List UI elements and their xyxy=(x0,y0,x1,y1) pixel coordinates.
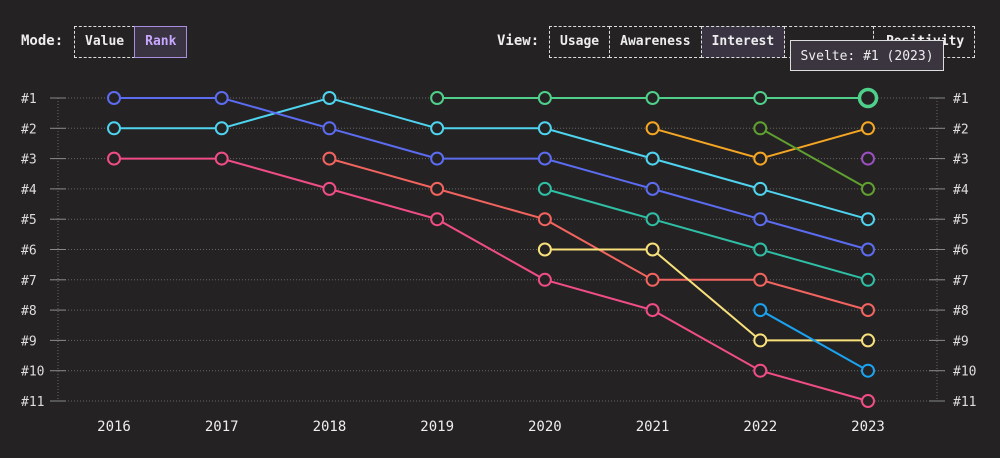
y-tick-label-left: #3 xyxy=(21,153,37,168)
data-point[interactable] xyxy=(645,151,660,166)
data-point[interactable] xyxy=(645,91,660,105)
data-point[interactable] xyxy=(214,121,229,136)
data-point[interactable] xyxy=(753,242,768,257)
y-tick-label-right: #9 xyxy=(953,334,969,349)
y-tick-label-right: #3 xyxy=(953,153,969,168)
data-point[interactable] xyxy=(430,212,445,227)
mode-rank-button[interactable]: Rank xyxy=(134,26,188,58)
series-line-1 xyxy=(114,96,869,221)
data-point[interactable] xyxy=(753,212,768,227)
x-tick-label: 2016 xyxy=(97,419,131,435)
data-point[interactable] xyxy=(753,272,768,287)
y-tick-label-right: #2 xyxy=(953,122,969,137)
data-point[interactable] xyxy=(753,303,768,318)
series-line-5 xyxy=(544,187,869,281)
y-tick-label-left: #10 xyxy=(21,365,44,380)
data-point[interactable] xyxy=(430,91,445,105)
data-point[interactable] xyxy=(214,91,229,105)
mode-toggle: Value Rank xyxy=(74,26,188,58)
data-point[interactable] xyxy=(861,303,875,318)
x-tick-label: 2017 xyxy=(205,419,239,435)
x-tick-label: 2018 xyxy=(313,419,347,435)
data-point[interactable] xyxy=(537,181,552,196)
data-point[interactable] xyxy=(322,151,337,166)
view-toggle: Usage Awareness Interest Positivity xyxy=(549,26,976,58)
data-point[interactable] xyxy=(107,121,121,136)
y-tick-label-left: #7 xyxy=(21,274,37,289)
x-tick-label: 2023 xyxy=(851,419,885,435)
data-point[interactable] xyxy=(861,333,875,348)
data-point[interactable] xyxy=(861,363,875,378)
series-line-6 xyxy=(544,248,868,342)
data-point[interactable] xyxy=(537,212,552,227)
data-point[interactable] xyxy=(753,121,768,136)
y-tick-label-right: #5 xyxy=(953,213,969,228)
y-tick-label-left: #11 xyxy=(21,395,44,410)
data-point[interactable] xyxy=(753,333,768,348)
data-point[interactable] xyxy=(322,91,337,105)
y-tick-label-left: #2 xyxy=(21,122,37,137)
y-tick-label-right: #6 xyxy=(953,244,969,259)
view-label: View: xyxy=(497,33,540,49)
data-point[interactable] xyxy=(861,272,875,287)
data-point[interactable] xyxy=(645,181,660,196)
series-line-3 xyxy=(114,157,869,402)
data-point[interactable] xyxy=(214,151,229,166)
mode-label: Mode: xyxy=(21,33,64,49)
data-point[interactable] xyxy=(861,181,875,196)
data-point[interactable] xyxy=(430,181,445,196)
tooltip: Svelte: #1 (2023) xyxy=(790,40,944,71)
y-tick-label-left: #1 xyxy=(21,92,37,107)
data-point[interactable] xyxy=(537,272,552,287)
data-point[interactable] xyxy=(430,151,445,166)
series-line-2 xyxy=(114,97,869,251)
series-line-8 xyxy=(759,127,869,190)
data-point[interactable] xyxy=(322,121,337,136)
data-point[interactable] xyxy=(857,87,879,109)
data-point[interactable] xyxy=(107,91,121,105)
data-point[interactable] xyxy=(861,151,875,166)
data-point[interactable] xyxy=(753,181,768,196)
y-tick-label-right: #11 xyxy=(953,395,976,410)
data-point[interactable] xyxy=(753,91,768,105)
x-tick-label: 2021 xyxy=(636,419,670,435)
data-point[interactable] xyxy=(861,242,875,257)
data-point[interactable] xyxy=(861,212,875,227)
y-tick-label-left: #5 xyxy=(21,213,37,228)
data-point[interactable] xyxy=(107,151,121,166)
data-point[interactable] xyxy=(753,363,768,378)
data-point[interactable] xyxy=(537,91,552,105)
y-tick-label-right: #4 xyxy=(953,183,969,198)
data-point[interactable] xyxy=(753,151,768,166)
data-point[interactable] xyxy=(645,272,660,287)
data-point[interactable] xyxy=(430,121,445,136)
series-line-4 xyxy=(329,157,869,312)
y-tick-label-right: #8 xyxy=(953,304,969,319)
y-tick-label-left: #9 xyxy=(21,334,37,349)
data-point[interactable] xyxy=(645,242,660,257)
data-point[interactable] xyxy=(537,242,552,257)
y-tick-label-right: #7 xyxy=(953,274,969,289)
data-point[interactable] xyxy=(861,394,875,408)
y-tick-label-right: #1 xyxy=(953,92,969,107)
data-point[interactable] xyxy=(861,121,875,136)
data-point[interactable] xyxy=(322,181,337,196)
x-tick-label: 2022 xyxy=(743,419,777,435)
data-point[interactable] xyxy=(645,121,660,136)
data-point[interactable] xyxy=(537,121,552,136)
y-tick-label-left: #4 xyxy=(21,183,37,198)
y-tick-label-left: #8 xyxy=(21,304,37,319)
y-tick-label-left: #6 xyxy=(21,244,37,259)
x-tick-label: 2019 xyxy=(420,419,454,435)
data-point[interactable] xyxy=(537,151,552,166)
series-line-9 xyxy=(759,309,869,372)
y-tick-label-right: #10 xyxy=(953,365,976,380)
x-tick-label: 2020 xyxy=(528,419,562,435)
data-point[interactable] xyxy=(645,212,660,227)
data-point[interactable] xyxy=(645,303,660,318)
